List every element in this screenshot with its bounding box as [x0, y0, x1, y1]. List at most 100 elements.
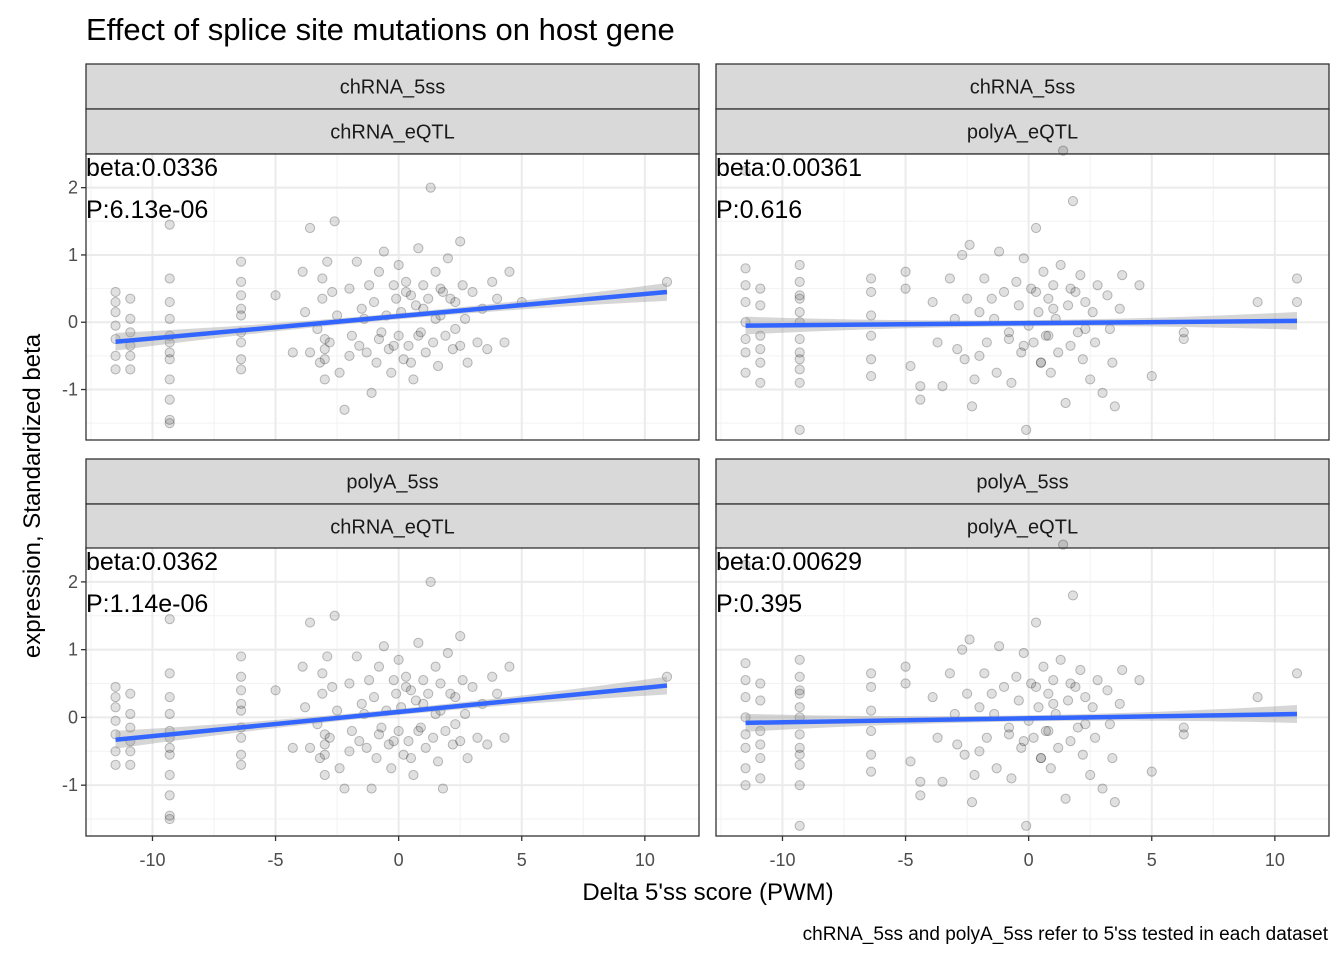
data-point — [865, 725, 877, 737]
facet-panel: chRNA_5ss chRNA_eQTL beta:0.0336 P:6.13e-06… — [62, 63, 700, 441]
data-point — [300, 702, 311, 713]
data-point — [364, 280, 375, 291]
data-point — [354, 736, 365, 747]
data-point — [994, 641, 1005, 652]
regression-line — [115, 683, 668, 743]
panel-background — [716, 154, 1329, 440]
data-point — [420, 742, 431, 754]
data-point — [472, 732, 483, 743]
strip-background — [85, 63, 700, 110]
data-point — [957, 249, 968, 261]
data-point — [450, 323, 461, 335]
data-point — [1067, 196, 1079, 207]
data-point — [462, 357, 473, 368]
data-point — [125, 327, 136, 338]
data-point — [317, 293, 328, 304]
data-point — [962, 688, 973, 699]
data-point — [403, 340, 414, 351]
data-point — [794, 364, 805, 375]
data-point — [110, 320, 121, 331]
data-point — [1028, 337, 1039, 348]
x-tick-label: 5 — [1147, 850, 1157, 870]
data-point — [455, 340, 466, 351]
data-point — [1018, 736, 1029, 747]
data-point — [1030, 617, 1042, 628]
strip-label: chRNA_5ss — [340, 77, 446, 99]
data-point — [410, 300, 421, 311]
data-point — [1028, 732, 1039, 743]
data-point — [740, 691, 751, 703]
y-axis-title: expression, Standardized beta — [19, 333, 46, 658]
data-point — [794, 688, 805, 699]
data-point — [1035, 752, 1047, 764]
data-point — [740, 559, 751, 571]
data-point — [986, 293, 997, 304]
data-point — [164, 296, 175, 308]
data-point — [991, 367, 1002, 378]
data-point — [445, 293, 456, 304]
data-point — [413, 243, 424, 254]
data-point — [1092, 675, 1103, 686]
data-point — [164, 347, 175, 358]
y-tick-label: 0 — [68, 707, 78, 727]
data-point — [344, 350, 355, 361]
data-point — [1045, 367, 1056, 378]
data-point — [1016, 742, 1027, 754]
data-point — [450, 296, 461, 308]
data-point — [794, 290, 805, 301]
data-point — [235, 256, 247, 267]
data-point — [423, 293, 434, 304]
data-point — [794, 307, 805, 318]
data-point — [445, 688, 456, 699]
data-point — [164, 418, 175, 429]
data-point — [937, 381, 948, 392]
data-point — [235, 671, 247, 682]
regression-line — [745, 711, 1298, 726]
data-point — [1107, 357, 1118, 368]
data-point — [1045, 763, 1056, 774]
stat-annotation: P:1.14e-06 — [86, 590, 208, 618]
data-point — [974, 746, 985, 757]
panels-layer: chRNA_5ss chRNA_eQTL beta:0.0336 P:6.13e-06… — [62, 63, 1330, 870]
data-point — [405, 290, 417, 301]
data-point — [361, 347, 372, 358]
stat-annotation: P:6.13e-06 — [86, 196, 208, 224]
data-point — [740, 763, 751, 774]
data-point — [1062, 300, 1074, 311]
y-tick-label: 2 — [68, 178, 78, 198]
data-point — [1013, 695, 1024, 706]
data-point — [1003, 327, 1015, 338]
data-point — [794, 671, 805, 682]
data-point — [425, 576, 436, 587]
data-point — [415, 327, 426, 338]
data-point — [391, 688, 402, 699]
data-point — [1092, 280, 1103, 291]
data-point — [164, 790, 175, 801]
data-point — [865, 705, 877, 716]
data-point — [794, 424, 805, 436]
data-point — [1109, 401, 1120, 412]
data-point — [794, 333, 805, 345]
strip-background — [85, 458, 700, 505]
strip-label: chRNA_5ss — [970, 77, 1076, 99]
data-point — [1252, 691, 1263, 703]
data-point — [1085, 374, 1096, 385]
data-point — [1109, 797, 1120, 808]
x-tick-label: -10 — [139, 850, 165, 870]
data-point — [314, 752, 325, 764]
data-point — [1114, 303, 1125, 314]
data-point — [400, 671, 412, 682]
data-point — [1003, 729, 1015, 740]
data-point — [388, 736, 399, 747]
data-point — [905, 756, 916, 767]
data-point — [794, 654, 805, 665]
data-point — [346, 330, 357, 341]
data-point — [437, 286, 449, 298]
strip-label: chRNA_eQTL — [330, 517, 455, 539]
data-point — [356, 698, 367, 709]
data-point — [740, 280, 751, 291]
data-point — [492, 293, 503, 304]
data-point — [447, 344, 458, 355]
data-point — [356, 303, 367, 314]
data-point — [1080, 719, 1091, 730]
